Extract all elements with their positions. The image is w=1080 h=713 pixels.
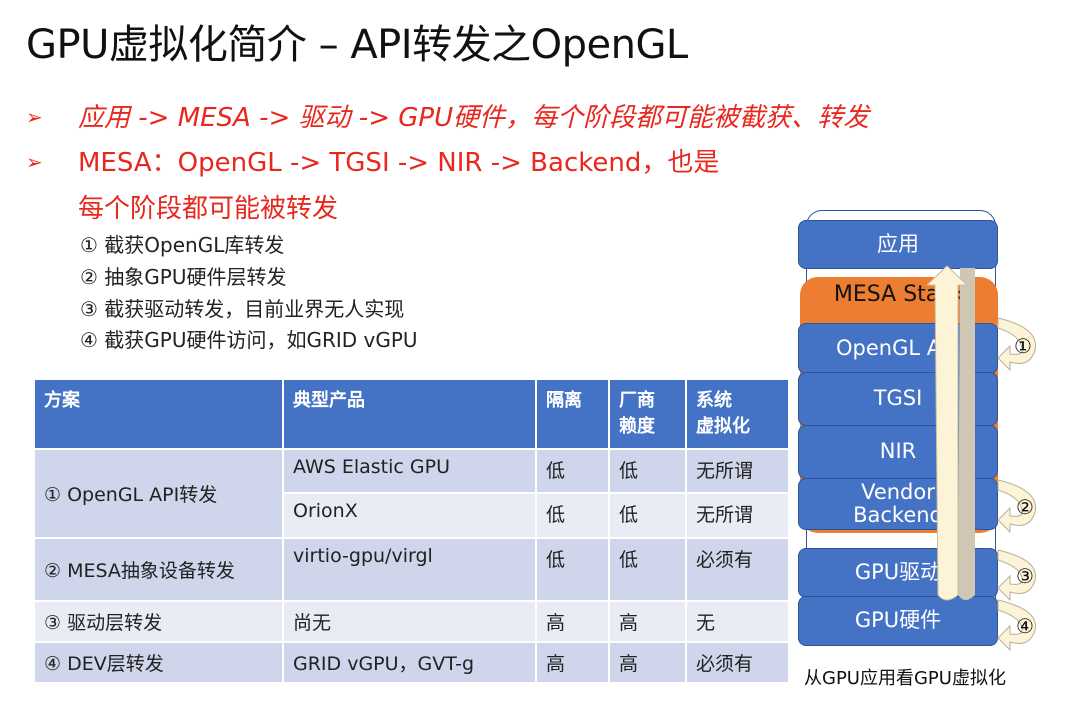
- cell-product: AWS Elastic GPU: [282, 448, 537, 494]
- cell-isolation: 高: [535, 600, 610, 643]
- header-isolation: 隔离: [535, 378, 610, 450]
- cell-product: OrionX: [282, 492, 537, 539]
- subitem-1: ① 截获OpenGL库转发: [80, 233, 285, 257]
- marker-2: ②: [1016, 495, 1034, 519]
- cell-scheme: ② MESA抽象设备转发: [33, 537, 284, 602]
- cell-product: GRID vGPU，GVT-g: [282, 641, 537, 684]
- table-row: ④ DEV层转发 GRID vGPU，GVT-g 高 高 必须有: [33, 641, 790, 684]
- bullet-1: 应用 -> MESA -> 驱动 -> GPU硬件，每个阶段都可能被截获、转发: [78, 103, 870, 133]
- cell-sysvirt: 无: [685, 600, 790, 643]
- header-system-virtualization: 系统 虚拟化: [685, 378, 790, 450]
- diagram-caption: 从GPU应用看GPU虚拟化: [804, 668, 1006, 689]
- cell-isolation: 低: [535, 537, 610, 602]
- header-products: 典型产品: [282, 378, 537, 450]
- cell-sysvirt: 必须有: [685, 641, 790, 684]
- cell-product: 尚无: [282, 600, 537, 643]
- cell-product: virtio-gpu/virgl: [282, 537, 537, 602]
- up-arrow-icon: [925, 265, 969, 601]
- table-row: OrionX 低 低 无所谓: [34, 492, 790, 539]
- loop-arrow-3: [997, 549, 1037, 602]
- subitem-4: ④ 截获GPU硬件访问，如GRID vGPU: [80, 328, 418, 352]
- cell-vendor: 高: [608, 600, 687, 643]
- comparison-table: 方案 典型产品 隔离 厂商 赖度 系统 虚拟化 ① OpenGL API转发 A…: [33, 378, 790, 684]
- subitem-3: ③ 截获驱动转发，目前业界无人实现: [80, 297, 405, 321]
- cell-scheme: ① OpenGL API转发: [33, 448, 284, 539]
- table-row: ③ 驱动层转发 尚无 高 高 无: [33, 600, 790, 643]
- table-row: ① OpenGL API转发 AWS Elastic GPU 低 低 无所谓: [33, 448, 790, 539]
- loop-arrow-2: [997, 479, 1037, 534]
- cell-vendor: 高: [608, 641, 687, 684]
- table-row: ② MESA抽象设备转发 virtio-gpu/virgl 低 低 必须有: [33, 537, 790, 602]
- loop-arrow-4: [997, 599, 1037, 652]
- subitem-2: ② 抽象GPU硬件层转发: [80, 265, 287, 289]
- bullet-marker: ➢: [26, 150, 43, 174]
- bullet-2-continuation: 每个阶段都可能被转发: [78, 194, 339, 224]
- cell-scheme: ③ 驱动层转发: [33, 600, 284, 643]
- header-scheme: 方案: [33, 378, 284, 450]
- marker-3: ③: [1016, 564, 1034, 588]
- slide-title: GPU虚拟化简介 – API转发之OpenGL: [26, 22, 688, 68]
- layer-app: 应用: [798, 220, 998, 269]
- cell-vendor: 低: [608, 448, 687, 494]
- header-vendor-dependency: 厂商 赖度: [608, 378, 687, 450]
- return-arrow: [958, 268, 975, 600]
- layer-gpu-hardware: GPU硬件: [798, 596, 998, 646]
- cell-scheme: ④ DEV层转发: [33, 641, 284, 684]
- marker-4: ④: [1016, 614, 1034, 638]
- cell-isolation: 低: [535, 448, 610, 494]
- loop-arrow-1: [997, 317, 1037, 372]
- table-header-row: 方案 典型产品 隔离 厂商 赖度 系统 虚拟化: [33, 378, 790, 450]
- cell-isolation: 高: [535, 641, 610, 684]
- cell-vendor: 低: [608, 492, 687, 539]
- cell-sysvirt: 必须有: [685, 537, 790, 602]
- cell-vendor: 低: [608, 537, 687, 602]
- marker-1: ①: [1014, 334, 1032, 358]
- bullet-marker: ➢: [26, 105, 43, 129]
- cell-sysvirt: 无所谓: [685, 492, 790, 539]
- cell-isolation: 低: [535, 492, 610, 539]
- bullet-2: MESA：OpenGL -> TGSI -> NIR -> Backend，也是: [78, 148, 720, 178]
- cell-sysvirt: 无所谓: [685, 448, 790, 494]
